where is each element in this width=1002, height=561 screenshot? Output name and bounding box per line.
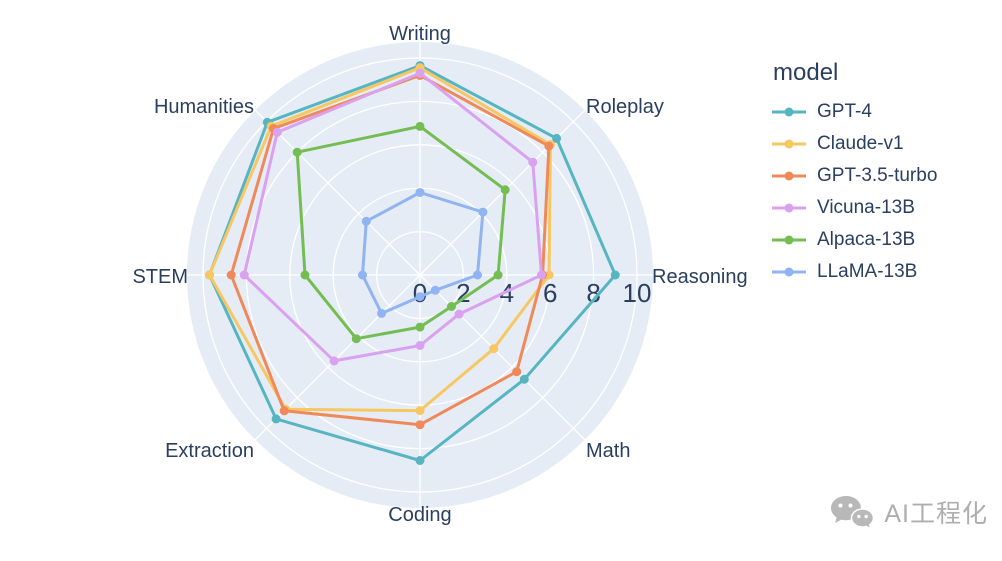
series-marker-Claude-v1-reasoning <box>544 270 554 280</box>
series-marker-Vicuna-13B-humanities <box>272 127 282 137</box>
legend-item-GPT-4[interactable]: GPT-4 <box>771 96 937 128</box>
legend-label: Alpaca-13B <box>817 229 916 251</box>
series-Alpaca-13B <box>292 121 510 344</box>
legend-title: model <box>773 59 839 86</box>
series-marker-LLaMA-13B-extraction <box>377 308 387 318</box>
watermark-text: AI工程化 <box>884 500 988 528</box>
series-marker-Vicuna-13B-writing <box>415 68 425 78</box>
category-label-stem: STEM <box>132 266 188 288</box>
series-marker-Vicuna-13B-reasoning <box>537 270 546 280</box>
series-marker-LLaMA-13B-coding <box>415 292 425 302</box>
series-marker-GPT-3.5-turbo-stem <box>226 270 236 280</box>
series-marker-Claude-v1-stem <box>205 270 214 280</box>
legend-item-Vicuna-13B[interactable]: Vicuna-13B <box>771 192 937 224</box>
series-marker-Alpaca-13B-roleplay <box>500 185 510 195</box>
series-marker-GPT-4-reasoning <box>610 270 620 280</box>
legend-label: Vicuna-13B <box>817 197 915 219</box>
series-marker-Claude-v1-coding <box>415 406 425 416</box>
category-label-writing: Writing <box>389 23 451 45</box>
category-label-reasoning: Reasoning <box>652 266 748 288</box>
series-GPT-4 <box>205 61 620 465</box>
series-marker-LLaMA-13B-reasoning <box>473 270 482 280</box>
category-label-coding: Coding <box>388 504 451 526</box>
category-label-roleplay: Roleplay <box>586 96 664 118</box>
legend-swatch-icon <box>772 107 806 117</box>
category-label-humanities: Humanities <box>154 96 254 118</box>
legend-swatch-icon <box>772 203 806 213</box>
series-marker-GPT-3.5-turbo-math <box>512 367 522 377</box>
grid-ring-2 <box>375 230 465 320</box>
axis-spoke-humanities <box>254 109 421 276</box>
series-marker-GPT-4-math <box>519 374 529 384</box>
series-LLaMA-13B <box>358 188 488 318</box>
legend-swatch-icon <box>772 171 806 181</box>
series-marker-LLaMA-13B-stem <box>358 270 367 280</box>
series-marker-Vicuna-13B-stem <box>239 270 249 280</box>
legend-item-LLaMA-13B[interactable]: LLaMA-13B <box>771 256 937 288</box>
legend-item-GPT-3.5-turbo[interactable]: GPT-3.5-turbo <box>771 160 937 192</box>
axis-spoke-math <box>419 274 586 441</box>
chart-legend: model GPT-4 Claude-v1 GPT-3.5-turbo Vicuna-… <box>771 59 937 288</box>
legend-swatch-icon <box>772 267 806 277</box>
series-Vicuna-13B <box>239 68 546 366</box>
watermark: AI工程化 <box>829 494 988 530</box>
legend-swatch-icon <box>772 139 806 149</box>
series-marker-Alpaca-13B-extraction <box>351 334 361 344</box>
series-marker-GPT-4-extraction <box>271 414 281 424</box>
category-label-extraction: Extraction <box>165 440 254 462</box>
radial-tick-label-8: 8 <box>586 278 600 308</box>
series-marker-GPT-3.5-turbo-coding <box>415 420 425 430</box>
legend-items: GPT-4 Claude-v1 GPT-3.5-turbo Vicuna-13B Alp… <box>771 96 937 288</box>
series-marker-Vicuna-13B-extraction <box>329 356 339 366</box>
series-marker-Alpaca-13B-stem <box>300 270 310 280</box>
radial-tick-label-6: 6 <box>543 278 557 308</box>
series-marker-LLaMA-13B-math <box>430 285 440 295</box>
legend-label: GPT-4 <box>817 101 872 123</box>
legend-label: Claude-v1 <box>817 133 904 155</box>
series-marker-GPT-4-coding <box>415 456 425 465</box>
series-marker-Alpaca-13B-math <box>447 302 456 311</box>
series-marker-GPT-4-roleplay <box>552 133 562 143</box>
series-marker-LLaMA-13B-writing <box>415 188 425 197</box>
series-marker-Vicuna-13B-roleplay <box>528 157 538 167</box>
series-marker-Vicuna-13B-coding <box>415 341 425 350</box>
series-marker-GPT-3.5-turbo-roleplay <box>544 141 554 151</box>
series-marker-Claude-v1-math <box>489 344 499 354</box>
series-marker-Alpaca-13B-reasoning <box>493 270 503 280</box>
series-marker-Alpaca-13B-humanities <box>292 147 302 157</box>
series-marker-LLaMA-13B-humanities <box>361 216 371 226</box>
wechat-icon <box>831 496 875 530</box>
series-marker-Alpaca-13B-writing <box>415 121 425 131</box>
category-label-math: Math <box>586 440 630 462</box>
series-marker-Alpaca-13B-coding <box>415 322 425 332</box>
radial-tick-label-10: 10 <box>623 278 652 308</box>
grid-ring-10 <box>202 57 638 493</box>
series-marker-Vicuna-13B-math <box>454 309 464 319</box>
legend-label: LLaMA-13B <box>817 261 918 283</box>
legend-label: GPT-3.5-turbo <box>817 165 938 187</box>
legend-swatch-icon <box>772 235 806 245</box>
legend-item-Alpaca-13B[interactable]: Alpaca-13B <box>771 224 937 256</box>
series-marker-GPT-3.5-turbo-extraction <box>279 406 289 416</box>
series-marker-LLaMA-13B-roleplay <box>478 207 488 217</box>
legend-item-Claude-v1[interactable]: Claude-v1 <box>771 128 937 160</box>
